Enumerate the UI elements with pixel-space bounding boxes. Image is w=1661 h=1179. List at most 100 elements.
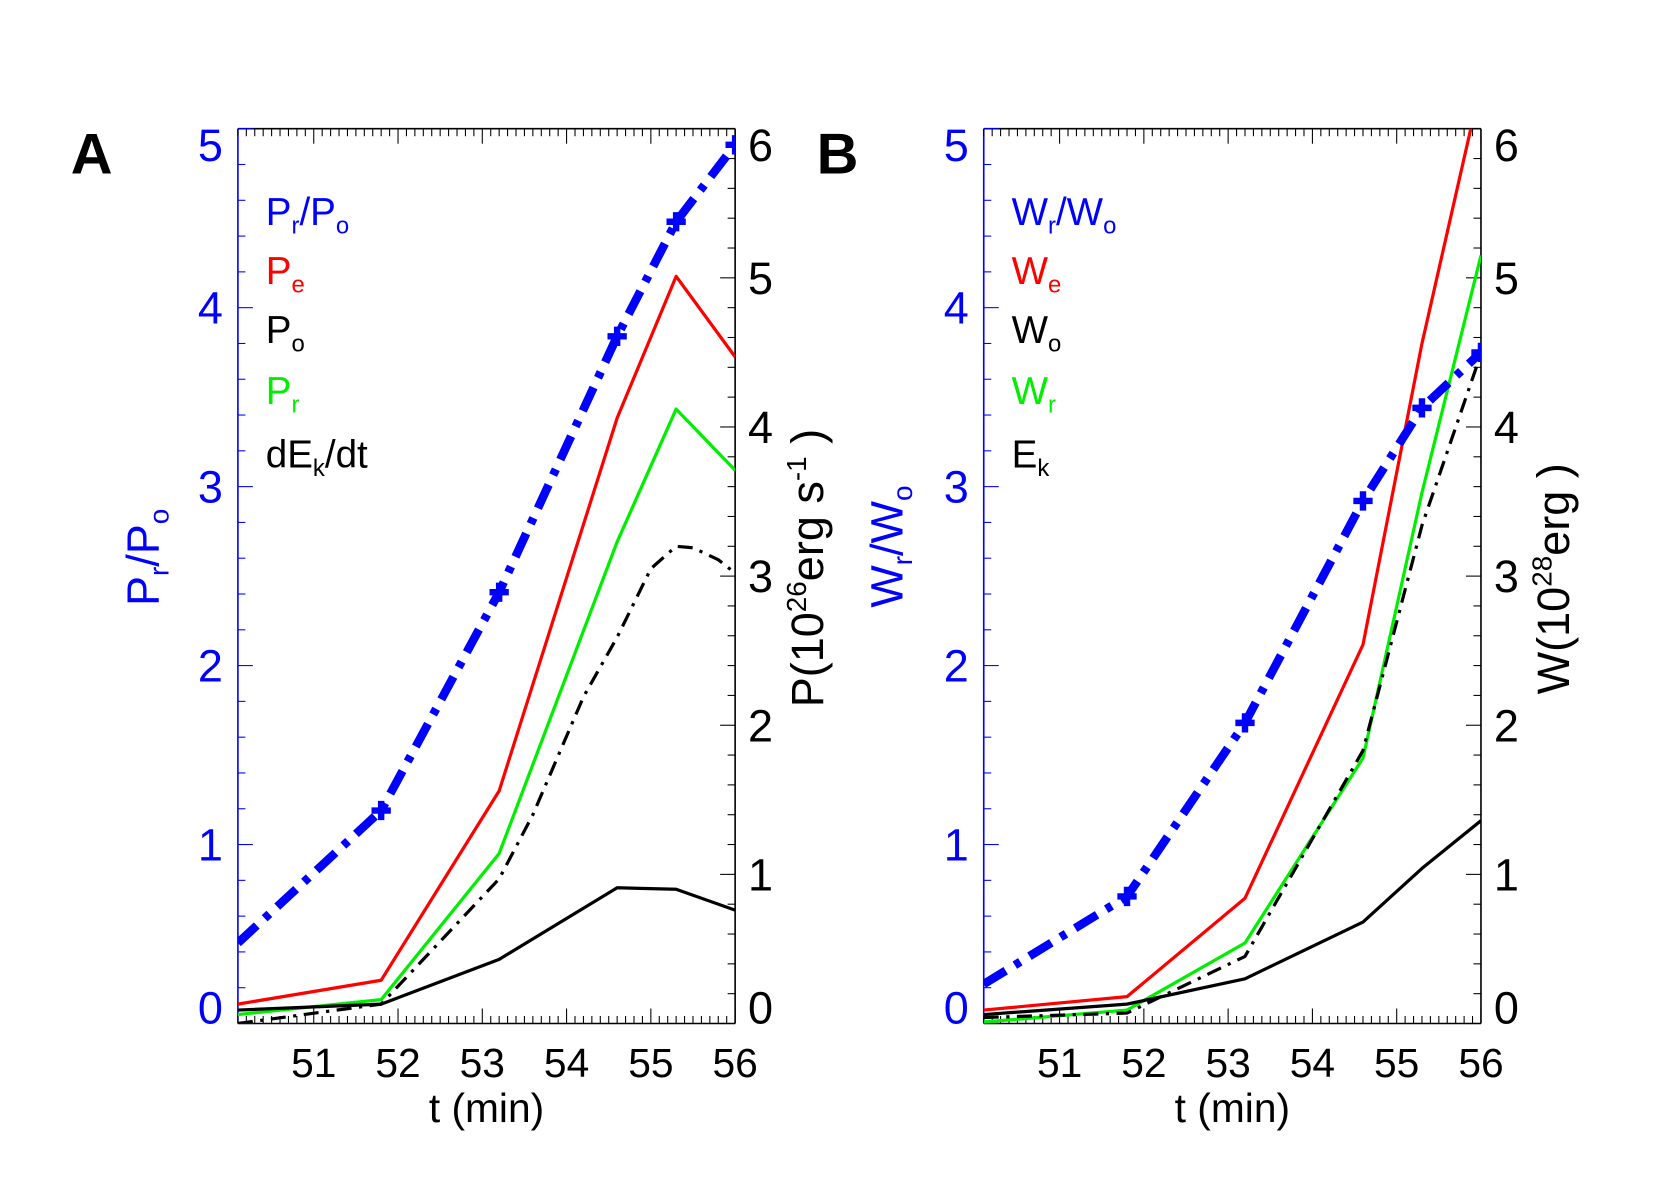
series-line-pr: [237, 407, 736, 1017]
series-line-po: [237, 886, 736, 1012]
legend-entry-part: e: [291, 272, 304, 299]
right-y-tick-label: 2: [748, 700, 773, 751]
legend-entry-part: dE: [266, 433, 313, 476]
right-y-axis-title: P(1026erg s-1 ): [781, 429, 833, 707]
legend-entry: Wo: [1012, 309, 1062, 357]
legend-entry: Ek: [1012, 433, 1050, 481]
legend-entry: Wr: [1012, 370, 1056, 418]
series-line-we: [983, 128, 1473, 1012]
legend-entry-part: r: [1048, 392, 1056, 419]
x-tick-label: 52: [1121, 1040, 1166, 1086]
left-y-axis-title-part: r: [887, 556, 918, 565]
legend-entry: Po: [266, 309, 305, 357]
x-tick-label: 51: [291, 1040, 336, 1086]
right-y-axis-title-part: erg s: [782, 481, 833, 581]
x-axis-title: t (min): [1175, 1085, 1290, 1131]
legend-entry-part: /P: [299, 191, 335, 234]
data-point-marker: [1412, 398, 1432, 418]
panel-a: 51 52 53 54 55 56t (min)0123450123456Pr/PoP(1…: [71, 120, 833, 1131]
data-point-marker: [1353, 491, 1373, 511]
right-y-tick-label: 6: [1494, 120, 1519, 171]
series-line-pe: [237, 274, 736, 1006]
legend-entry-part: E: [1012, 433, 1038, 476]
panel-label: B: [817, 123, 859, 187]
right-y-tick-label: 4: [1494, 402, 1519, 453]
legend-entry-part: /W: [1056, 191, 1104, 234]
legend-entry-part: W: [1012, 370, 1049, 413]
right-y-tick-label: 3: [1494, 551, 1519, 602]
legend-entry-part: W: [1012, 309, 1049, 352]
legend-entry-part: P: [266, 309, 292, 352]
panel-b: 51 52 53 54 55 56t (min)0123450123456Wr/WoW(1…: [817, 120, 1579, 1131]
right-y-tick-label: 1: [748, 849, 773, 900]
legend-entry-part: e: [1048, 272, 1061, 299]
right-y-tick-label: 1: [1494, 849, 1519, 900]
left-y-tick-label: 2: [198, 641, 223, 692]
legend-entry-part: P: [266, 191, 292, 234]
legend-entry-part: k: [1037, 455, 1049, 482]
left-y-axis-title: Wr/Wo: [861, 485, 918, 607]
right-y-axis-title-part: erg ): [1528, 463, 1579, 556]
series-line-ek: [983, 353, 1481, 1020]
x-tick-label: 54: [1290, 1040, 1335, 1086]
right-y-tick-label: 6: [748, 120, 773, 171]
series-line-prpo: [237, 142, 736, 947]
left-y-tick-label: 1: [198, 820, 223, 871]
legend-entry: dEk/dt: [266, 433, 368, 481]
legend-entry-part: r: [291, 392, 299, 419]
legend-entry: Pe: [266, 250, 305, 298]
left-y-axis-title-part: r: [144, 567, 175, 576]
left-y-tick-label: 0: [944, 983, 969, 1034]
left-y-axis-title: Pr/Po: [118, 509, 175, 606]
legend-entry-part: /dt: [325, 433, 368, 476]
legend-entry-part: P: [266, 370, 292, 413]
x-tick-label: 55: [628, 1040, 673, 1086]
left-y-tick-label: 5: [198, 120, 223, 171]
right-y-axis-title-part: P(10: [782, 612, 833, 707]
series-line-wrwo: [983, 349, 1481, 988]
data-point-marker: [607, 326, 627, 346]
data-point-marker: [1117, 886, 1137, 907]
left-y-axis-title-part: /W: [861, 500, 912, 556]
plot-area: [237, 135, 736, 1024]
right-y-axis-title-part: 28: [1527, 556, 1558, 587]
right-y-axis-title-part: ): [782, 429, 833, 457]
left-y-tick-label: 3: [198, 462, 223, 513]
left-y-tick-label: 4: [198, 283, 223, 334]
legend-entry-part: r: [291, 213, 299, 240]
x-tick-label: 51: [1037, 1040, 1082, 1086]
right-y-axis-title-part: 26: [781, 581, 812, 612]
legend-entry-part: r: [1048, 213, 1056, 240]
x-axis-title: t (min): [429, 1085, 544, 1131]
left-y-tick-label: 3: [944, 462, 969, 513]
left-y-axis-title-part: o: [144, 509, 175, 525]
plot-area: [983, 128, 1481, 1024]
right-y-tick-label: 5: [1494, 253, 1519, 304]
legend-entry: Pr/Po: [266, 191, 349, 239]
left-y-axis-title-part: W: [861, 565, 912, 608]
legend-entry-part: k: [313, 455, 325, 482]
legend-entry-part: o: [1103, 213, 1116, 240]
left-y-tick-label: 5: [944, 120, 969, 171]
legend-entry-part: o: [291, 331, 304, 358]
left-y-tick-label: 0: [198, 983, 223, 1034]
series-line-wr: [983, 255, 1481, 1024]
data-point-marker: [1235, 713, 1255, 733]
panel-label: A: [71, 123, 113, 187]
legend-entry-part: o: [336, 213, 349, 240]
x-tick-label: 53: [460, 1040, 505, 1086]
x-tick-label: 55: [1374, 1040, 1419, 1086]
data-point-marker: [1471, 342, 1481, 363]
right-y-tick-label: 3: [748, 551, 773, 602]
right-y-axis-title: W(1028erg ): [1527, 463, 1579, 694]
right-y-tick-label: 2: [1494, 700, 1519, 751]
legend-entry: Wr/Wo: [1012, 191, 1117, 239]
data-point-marker: [666, 212, 686, 232]
right-y-tick-label: 4: [748, 402, 773, 453]
left-y-tick-label: 2: [944, 641, 969, 692]
legend-entry-part: o: [1048, 331, 1061, 358]
right-y-tick-label: 0: [1494, 983, 1519, 1034]
data-point-marker: [371, 800, 391, 821]
data-point-marker: [489, 582, 509, 602]
left-y-tick-label: 4: [944, 283, 969, 334]
